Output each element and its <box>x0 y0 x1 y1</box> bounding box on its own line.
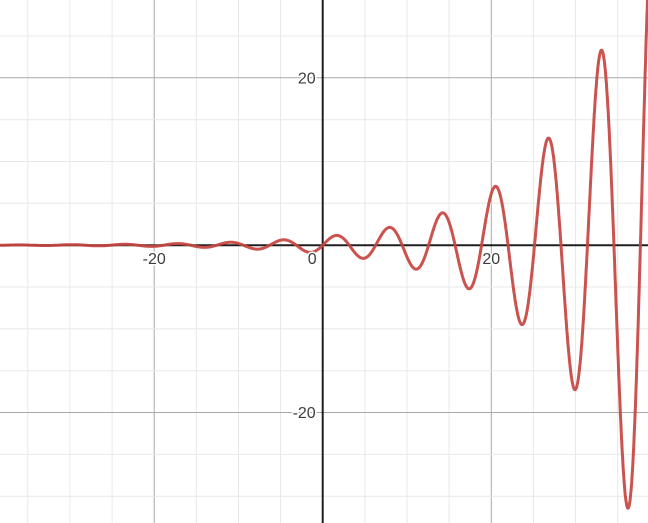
x-axis-tick-label: 20 <box>482 251 500 268</box>
y-axis-tick-label: -20 <box>293 405 316 422</box>
x-axis-tick-label: 0 <box>308 251 317 268</box>
function-curve[interactable] <box>0 0 648 510</box>
x-axis-tick-label: -20 <box>143 251 166 268</box>
y-axis-tick-label: 20 <box>298 70 316 87</box>
